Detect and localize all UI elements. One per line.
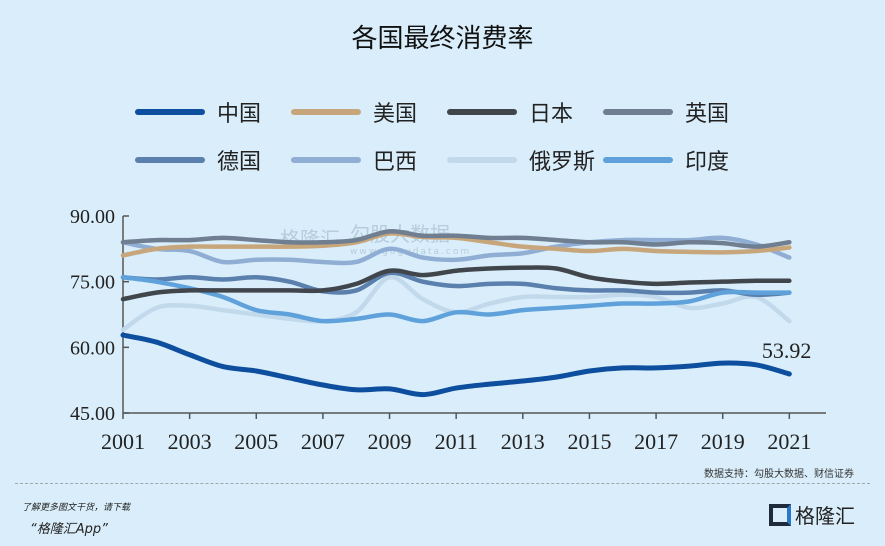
legend-swatch [291,109,361,115]
y-tick-label: 45.00 [70,403,115,425]
legend-item: 印度 [603,144,729,176]
data-label: 53.92 [762,338,812,363]
x-tick-label: 2011 [435,429,478,454]
legend-swatch [603,109,673,115]
footer-text: 了解更多图文干货，请下载 [22,503,131,513]
legend-label: 俄罗斯 [529,150,596,175]
legend-item: 美国 [291,96,417,128]
legend-swatch [291,157,361,163]
brand-logo: 格隆汇 [769,500,855,529]
x-tick-label: 2021 [767,429,811,454]
legend-item: 巴西 [291,144,417,176]
series-line-印度 [120,275,792,324]
legend-label: 美国 [373,102,418,127]
legend-swatch [603,157,673,163]
legend-swatch [447,109,517,115]
legend-item: 德国 [135,144,261,176]
x-tick-label: 2005 [234,429,278,454]
legend-item: 日本 [447,96,573,128]
x-tick-label: 2001 [101,429,145,454]
logo-text: 格隆汇 [795,504,855,528]
logo-g-icon [769,503,791,526]
series-line-德国 [120,270,792,298]
divider [15,483,870,484]
legend-swatch [447,157,517,163]
legend-swatch [135,157,205,163]
x-tick-label: 2013 [501,429,545,454]
legend-label: 印度 [685,150,730,175]
legend-item: 俄罗斯 [447,144,595,176]
series-line-英国 [120,229,792,249]
y-tick-label: 75.00 [70,272,115,294]
x-tick-label: 2003 [168,429,212,454]
x-tick-label: 2017 [634,429,678,454]
legend-item: 英国 [603,96,729,128]
legend-label: 英国 [685,102,730,127]
x-tick-label: 2015 [567,429,611,454]
y-tick-label: 60.00 [70,337,115,359]
chart-title: 各国最终消费率 [351,24,534,54]
legend-label: 日本 [529,102,574,127]
legend-label: 德国 [217,150,262,175]
series-line-巴西 [120,235,792,266]
y-tick-label: 90.00 [70,206,115,228]
x-tick-label: 2009 [368,429,412,454]
legend-item: 中国 [135,96,261,128]
x-tick-label: 2019 [701,429,745,454]
series-line-日本 [120,265,792,302]
x-tick-label: 2007 [301,429,345,454]
series-line-中国 [120,332,792,398]
source-note: 数据支持：勾股大数据、财信证券 [704,469,854,480]
legend-swatch [135,109,205,115]
legend-label: 巴西 [373,150,418,175]
footer-app-name: “格隆汇App” [30,522,108,537]
legend-label: 中国 [217,102,262,127]
